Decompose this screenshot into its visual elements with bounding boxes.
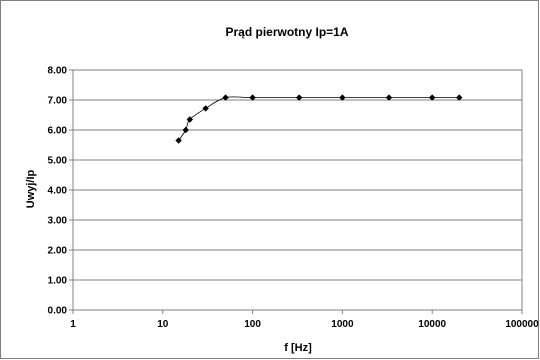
data-point <box>186 116 194 123</box>
y-tick-label: 2.00 <box>48 246 68 257</box>
y-tick-label: 3.00 <box>48 216 68 227</box>
x-tick-label: 10000 <box>418 319 446 330</box>
x-tick-label: 1000 <box>331 319 354 330</box>
data-point <box>249 94 256 101</box>
y-axis-title: Uwyj/Ip <box>25 169 37 208</box>
x-tick-label: 100000 <box>505 319 539 330</box>
grid-lines <box>73 69 522 281</box>
data-point <box>175 137 182 144</box>
y-tick-label: 8.00 <box>48 66 68 77</box>
x-tick-label: 1 <box>70 319 76 330</box>
data-point <box>339 94 346 101</box>
y-axis-ticks: 0.00 1.00 2.00 3.00 4.00 5.00 6.00 7.00 8.00 <box>48 66 73 317</box>
data-point <box>182 126 189 134</box>
data-point <box>456 94 463 101</box>
series-line <box>178 96 460 141</box>
data-point <box>385 94 393 101</box>
x-axis-ticks: 1 10 100 1000 10000 100000 <box>70 310 539 330</box>
data-point <box>222 94 229 101</box>
data-series <box>175 94 463 144</box>
chart-title: Prąd pierwotny Ip=1A <box>225 25 348 39</box>
y-tick-label: 7.00 <box>48 96 68 107</box>
data-point <box>429 94 436 101</box>
x-tick-label: 100 <box>244 319 261 330</box>
y-tick-label: 4.00 <box>48 186 68 197</box>
y-tick-label: 0.00 <box>48 306 68 317</box>
x-axis-title: f [Hz] <box>284 342 312 354</box>
data-point <box>202 105 209 112</box>
y-tick-label: 5.00 <box>48 156 68 167</box>
y-tick-label: 1.00 <box>48 276 68 287</box>
y-tick-label: 6.00 <box>48 126 68 137</box>
data-point <box>295 94 303 101</box>
x-tick-label: 10 <box>157 319 169 330</box>
